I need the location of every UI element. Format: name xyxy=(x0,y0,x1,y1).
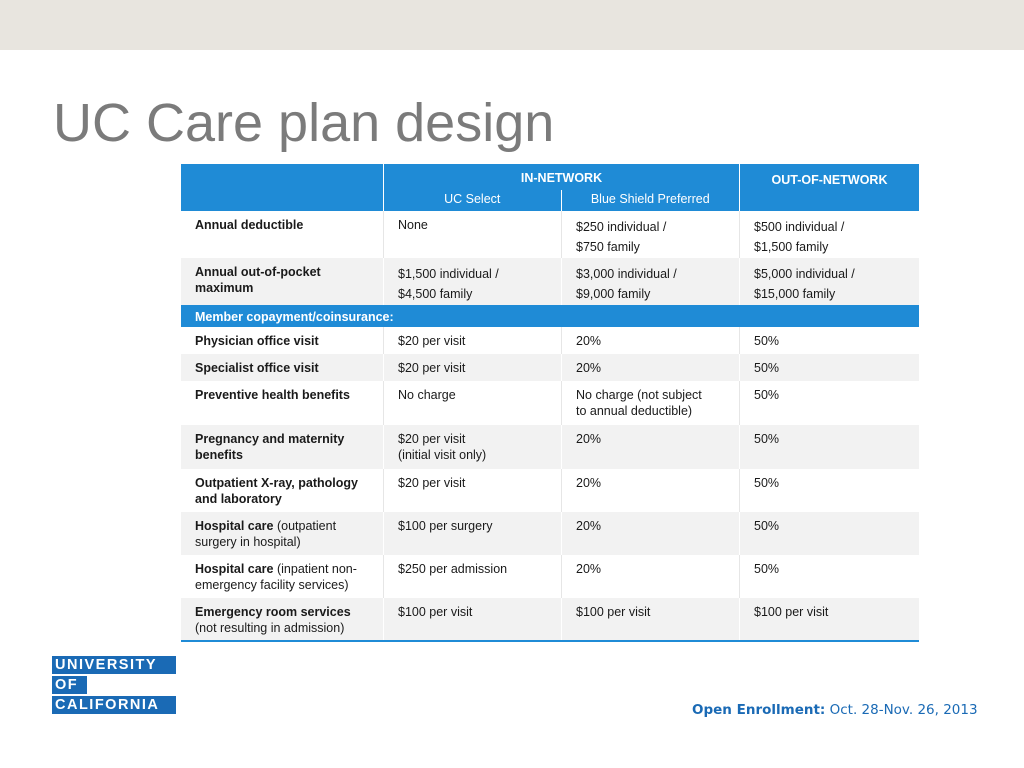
table-row-deductible: Annual deductible None $250 individual /… xyxy=(181,211,919,258)
header-blank-cell xyxy=(181,164,384,211)
table-row: Physician office visit $20 per visit 20%… xyxy=(181,327,919,354)
out-of-network-label: OUT-OF-NETWORK xyxy=(771,173,888,187)
uc-select-label: UC Select xyxy=(384,190,562,211)
row-label: Specialist office visit xyxy=(181,354,384,381)
blue-shield-value: 20% xyxy=(562,469,740,512)
uc-select-value: $100 per visit xyxy=(384,598,562,640)
row-label: Emergency room services (not resulting in… xyxy=(181,598,384,640)
out-of-network-value: 50% xyxy=(740,425,919,469)
out-of-network-value: 50% xyxy=(740,381,919,425)
blue-shield-value: 20% xyxy=(562,327,740,354)
out-of-network-value: 50% xyxy=(740,469,919,512)
out-of-network-value: $5,000 individual / $15,000 family xyxy=(740,258,919,305)
blue-shield-value: No charge (not subject to annual deductib… xyxy=(562,381,740,425)
page-title: UC Care plan design xyxy=(53,93,555,153)
uc-select-value: None xyxy=(384,211,562,258)
row-label: Preventive health benefits xyxy=(181,381,384,425)
row-label: Annual deductible xyxy=(181,211,384,258)
blue-shield-value: 20% xyxy=(562,512,740,555)
blue-shield-value: 20% xyxy=(562,555,740,598)
row-label: Annual out-of-pocket maximum xyxy=(181,258,384,305)
row-label: Hospital care (outpatient surgery in hosp… xyxy=(181,512,384,555)
table-row: Hospital care (inpatient non-emergency f… xyxy=(181,555,919,598)
out-of-network-value: $500 individual / $1,500 family xyxy=(740,211,919,258)
logo-line-of: OF xyxy=(52,676,87,694)
blue-shield-value: 20% xyxy=(562,354,740,381)
blue-shield-value: $3,000 individual / $9,000 family xyxy=(562,258,740,305)
table-row-oop-max: Annual out-of-pocket maximum $1,500 indiv… xyxy=(181,258,919,305)
table-row: Hospital care (outpatient surgery in hosp… xyxy=(181,512,919,555)
header-in-network: IN-NETWORK UC Select Blue Shield Preferr… xyxy=(384,164,740,211)
table-row: Preventive health benefits No charge No … xyxy=(181,381,919,425)
top-band xyxy=(0,0,1024,50)
table-row: Specialist office visit $20 per visit 20… xyxy=(181,354,919,381)
open-enrollment-footer: Open Enrollment: Oct. 28-Nov. 26, 2013 xyxy=(692,702,978,718)
logo-line-university: UNIVERSITY xyxy=(52,656,176,674)
out-of-network-value: 50% xyxy=(740,354,919,381)
uc-select-value: $250 per admission xyxy=(384,555,562,598)
table-row: Outpatient X-ray, pathology and laborator… xyxy=(181,469,919,512)
out-of-network-value: 50% xyxy=(740,555,919,598)
blue-shield-value: 20% xyxy=(562,425,740,469)
uc-select-value: $20 per visit xyxy=(384,327,562,354)
out-of-network-value: 50% xyxy=(740,512,919,555)
out-of-network-value: 50% xyxy=(740,327,919,354)
in-network-label: IN-NETWORK xyxy=(520,171,603,185)
uc-select-value: $20 per visit xyxy=(384,354,562,381)
uc-select-value: $1,500 individual / $4,500 family xyxy=(384,258,562,305)
plan-design-table: IN-NETWORK UC Select Blue Shield Preferr… xyxy=(181,164,919,642)
logo-line-california: CALIFORNIA xyxy=(52,696,176,714)
open-enrollment-dates: Oct. 28-Nov. 26, 2013 xyxy=(825,702,978,718)
uc-select-value: No charge xyxy=(384,381,562,425)
uc-select-value: $100 per surgery xyxy=(384,512,562,555)
row-label: Physician office visit xyxy=(181,327,384,354)
section-header-copayment: Member copayment/coinsurance: xyxy=(181,305,919,327)
blue-shield-value: $100 per visit xyxy=(562,598,740,640)
table-header: IN-NETWORK UC Select Blue Shield Preferr… xyxy=(181,164,919,211)
out-of-network-value: $100 per visit xyxy=(740,598,919,640)
uc-select-value: $20 per visit (initial visit only) xyxy=(384,425,562,469)
university-of-california-logo: UNIVERSITY OF CALIFORNIA xyxy=(52,656,176,716)
uc-select-value: $20 per visit xyxy=(384,469,562,512)
open-enrollment-label: Open Enrollment: xyxy=(692,702,826,718)
blue-shield-value: $250 individual / $750 family xyxy=(562,211,740,258)
row-label: Hospital care (inpatient non-emergency f… xyxy=(181,555,384,598)
row-label: Outpatient X-ray, pathology and laborator… xyxy=(181,469,384,512)
row-label: Pregnancy and maternity benefits xyxy=(181,425,384,469)
blue-shield-label: Blue Shield Preferred xyxy=(590,192,710,206)
table-row: Pregnancy and maternity benefits $20 per … xyxy=(181,425,919,469)
table-row: Emergency room services (not resulting in… xyxy=(181,598,919,640)
